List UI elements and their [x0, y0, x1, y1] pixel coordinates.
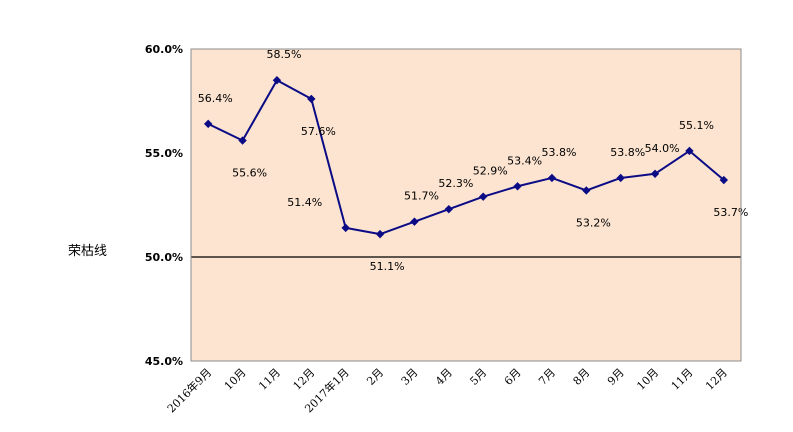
- data-point-marker: [685, 146, 694, 156]
- data-label: 53.2%: [576, 216, 611, 229]
- data-label: 52.9%: [473, 165, 508, 178]
- x-tick-label: 11月: [256, 366, 283, 393]
- data-label: 51.7%: [404, 190, 439, 203]
- y-tick-label: 50.0%: [145, 251, 183, 264]
- data-point-marker: [582, 186, 591, 195]
- data-label: 55.6%: [232, 167, 267, 180]
- x-tick-label: 4月: [433, 366, 455, 388]
- data-label: 54.0%: [645, 142, 680, 155]
- plot-border: [190, 48, 742, 362]
- x-tick-label: 11月: [669, 366, 696, 393]
- data-point-marker: [444, 204, 454, 214]
- x-tick-label: 6月: [502, 366, 524, 388]
- x-tick-label: 7月: [536, 366, 558, 388]
- data-label: 52.3%: [438, 177, 473, 190]
- data-point-marker: [238, 136, 247, 145]
- x-tick-label: 8月: [571, 366, 593, 388]
- data-point-marker: [513, 182, 522, 191]
- data-label: 55.1%: [679, 119, 714, 132]
- data-point-marker: [547, 173, 557, 183]
- x-tick-label: 9月: [605, 366, 627, 388]
- data-point-marker: [341, 223, 350, 233]
- data-label: 58.5%: [266, 48, 301, 61]
- x-tick-label: 3月: [399, 366, 421, 388]
- y-axis: 45.0% 50.0% 55.0% 60.0%: [145, 43, 183, 368]
- data-point-marker: [307, 94, 316, 104]
- y-tick-label: 60.0%: [145, 43, 183, 56]
- series-line: [207, 79, 725, 236]
- x-tick-label: 12月: [703, 366, 730, 393]
- data-label: 51.1%: [370, 260, 405, 273]
- data-label: 57.6%: [301, 125, 336, 138]
- data-point-marker: [650, 169, 660, 178]
- data-label: 51.4%: [287, 196, 322, 209]
- x-tick-label: 2016年9月: [164, 365, 214, 415]
- data-point-marker: [616, 173, 625, 183]
- data-labels: 56.4% 55.6% 58.5% 57.6% 51.4% 51.1% 51.7%52.3%…: [198, 48, 749, 273]
- data-label: 53.8%: [610, 146, 645, 159]
- data-point-marker: [478, 192, 488, 201]
- data-label: 56.4%: [198, 92, 233, 105]
- x-tick-label: 10月: [222, 366, 249, 393]
- x-tick-label: 10月: [634, 366, 661, 393]
- x-tick-label: 12月: [291, 366, 318, 393]
- data-point-marker: [272, 76, 282, 85]
- data-point-marker: [719, 175, 729, 185]
- data-label: 53.4%: [507, 154, 542, 167]
- plot-area: [191, 49, 741, 361]
- data-label: 53.8%: [541, 146, 576, 159]
- reference-line-label: 荣枯线: [68, 244, 107, 259]
- series-group: [203, 76, 729, 239]
- x-tick-label: 5月: [467, 366, 489, 388]
- data-label: 53.7%: [713, 206, 748, 219]
- x-tick-label: 2月: [364, 366, 386, 388]
- data-point-marker: [410, 217, 419, 226]
- y-tick-label: 45.0%: [145, 355, 183, 368]
- data-point-marker: [203, 119, 213, 129]
- data-point-marker: [375, 229, 385, 239]
- y-tick-label: 55.0%: [145, 147, 183, 160]
